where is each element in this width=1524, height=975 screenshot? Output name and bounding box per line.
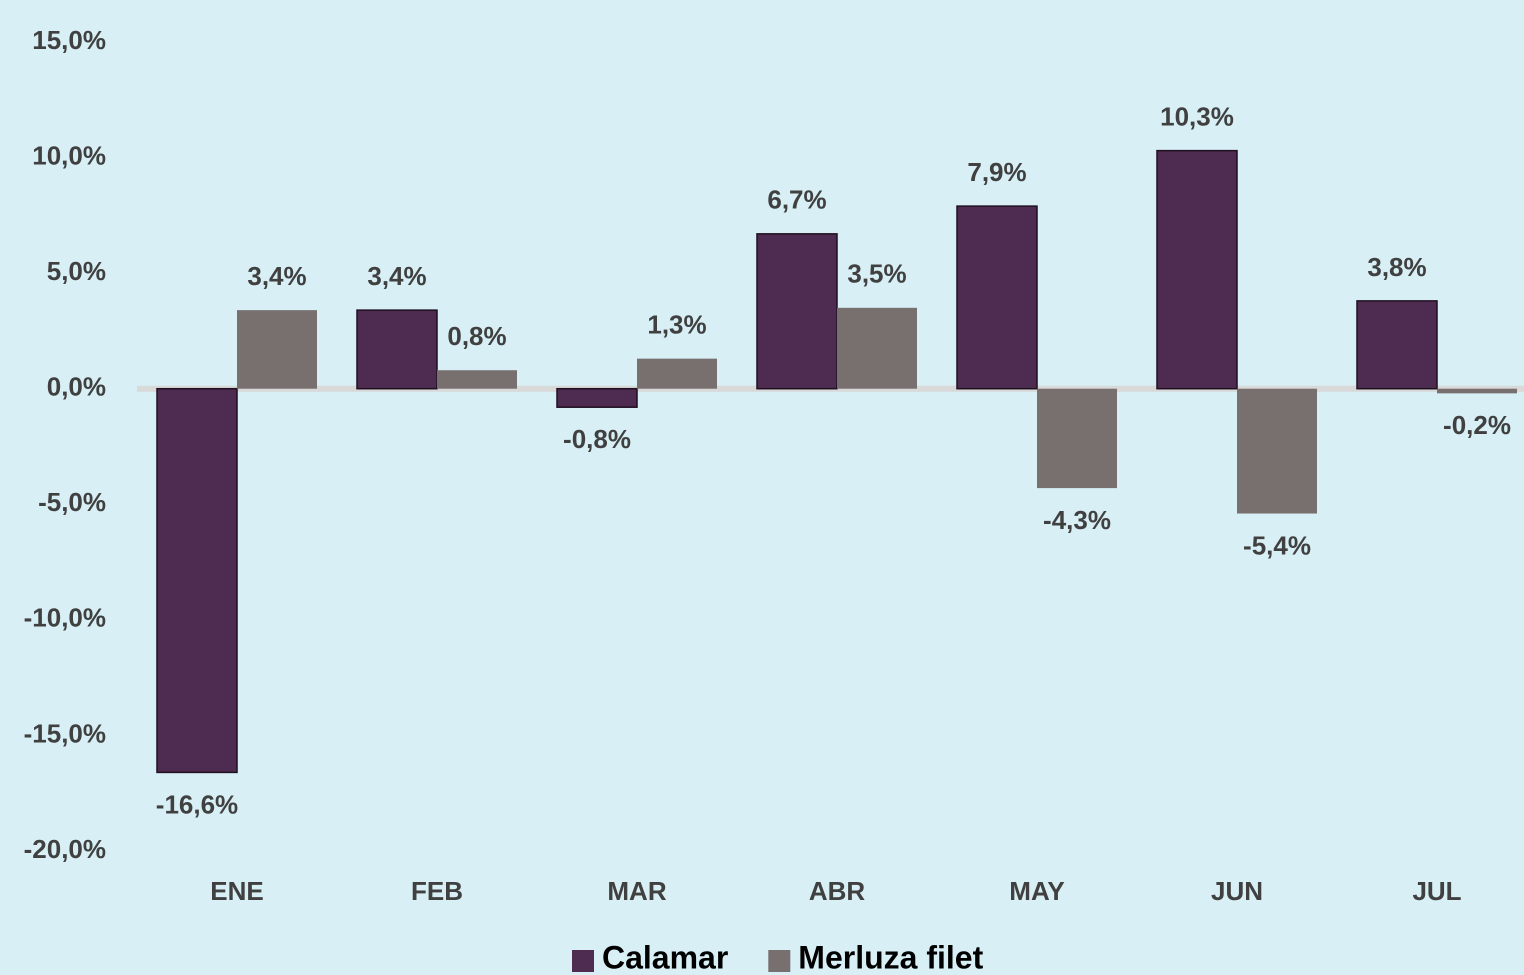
bar (1437, 389, 1517, 394)
bar (237, 310, 317, 389)
bar (437, 370, 517, 388)
data-label: 3,4% (247, 261, 306, 291)
y-tick-label: 10,0% (32, 140, 106, 170)
y-tick-label: -10,0% (24, 603, 106, 633)
data-label: 10,3% (1160, 102, 1234, 132)
data-label: 6,7% (767, 185, 826, 215)
data-label: 7,9% (967, 157, 1026, 187)
bar (1237, 389, 1317, 514)
x-tick-label: FEB (411, 876, 463, 906)
bar (957, 206, 1037, 389)
bar (1037, 389, 1117, 488)
bar (757, 234, 837, 389)
legend-label: Merluza filet (798, 939, 983, 975)
data-label: -0,2% (1443, 410, 1511, 440)
data-label: 1,3% (647, 310, 706, 340)
data-label: 3,8% (1367, 252, 1426, 282)
y-tick-label: -5,0% (38, 487, 106, 517)
y-tick-label: 0,0% (47, 372, 106, 402)
y-tick-label: -15,0% (24, 718, 106, 748)
x-tick-label: ENE (210, 876, 263, 906)
chart: -20,0% -15,0% -10,0% -5,0% 0,0% 5,0% 10,0% 15,0… (0, 0, 1524, 975)
x-tick-label: ABR (809, 876, 866, 906)
x-tick-label: MAR (607, 876, 666, 906)
data-label: -5,4% (1243, 530, 1311, 560)
y-tick-label: -20,0% (24, 834, 106, 864)
bar (837, 308, 917, 389)
data-label: -4,3% (1043, 505, 1111, 535)
bar (1357, 301, 1437, 389)
bar (1157, 151, 1237, 389)
bar (357, 310, 437, 389)
y-tick-label: 5,0% (47, 256, 106, 286)
y-tick-label: 15,0% (32, 25, 106, 55)
x-tick-label: JUL (1412, 876, 1461, 906)
bar (637, 359, 717, 389)
x-tick-label: JUN (1211, 876, 1263, 906)
data-label: -16,6% (156, 789, 238, 819)
legend-swatch (768, 950, 790, 972)
data-label: 3,4% (367, 261, 426, 291)
bar (157, 389, 237, 773)
legend-swatch (572, 950, 594, 972)
legend-label: Calamar (602, 939, 728, 975)
x-tick-label: MAY (1009, 876, 1064, 906)
data-label: 0,8% (447, 321, 506, 351)
bar (557, 389, 637, 407)
data-label: 3,5% (847, 259, 906, 289)
data-label: -0,8% (563, 424, 631, 454)
